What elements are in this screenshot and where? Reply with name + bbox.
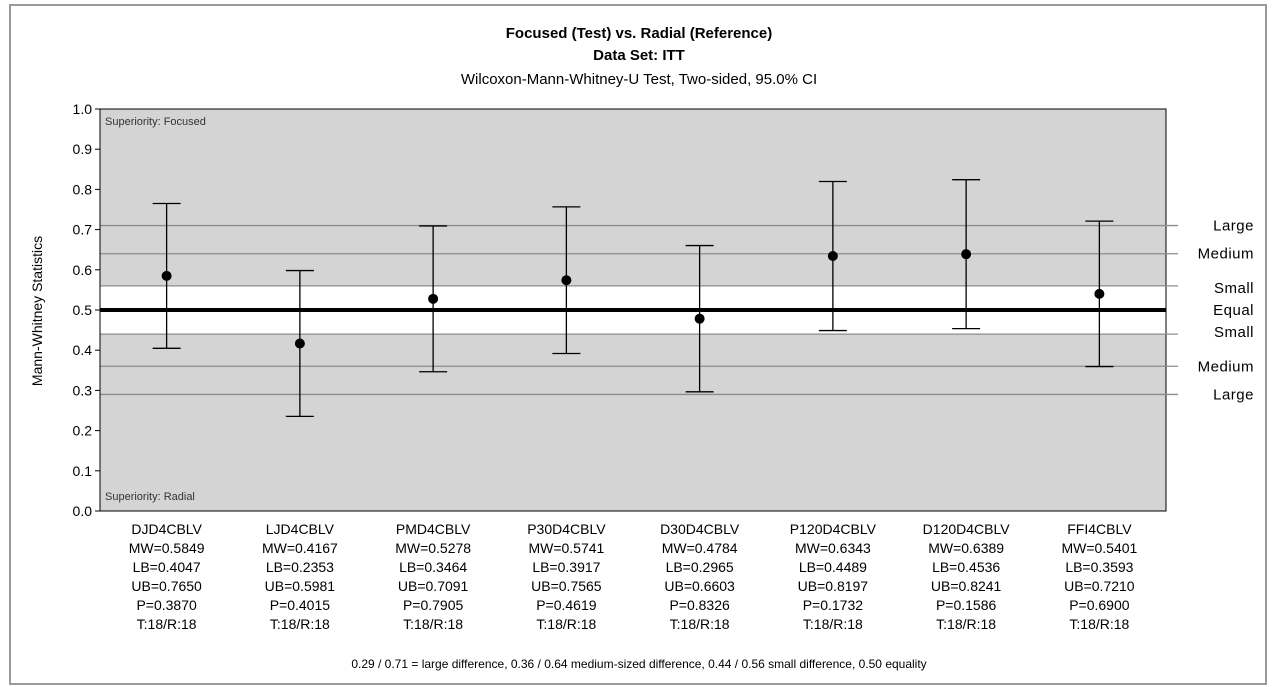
mw-point-P30D4CBLV — [561, 275, 572, 286]
y-tick-label: 1.0 — [73, 101, 93, 117]
category-stat: P=0.4619 — [536, 597, 597, 613]
chart-subtitle-dataset: Data Set: ITT — [593, 47, 685, 64]
category-stat: T:18/R:18 — [270, 616, 330, 632]
category-stat: T:18/R:18 — [403, 616, 463, 632]
mw-point-PMD4CBLV — [428, 293, 439, 304]
y-tick-label: 0.2 — [73, 423, 93, 439]
category-name: FFI4CBLV — [1067, 521, 1132, 537]
category-stat: P=0.6900 — [1069, 597, 1130, 613]
mw-point-P120D4CBLV — [827, 251, 838, 262]
category-stat: UB=0.7210 — [1064, 578, 1135, 594]
category-name: P120D4CBLV — [790, 521, 877, 537]
category-stat: UB=0.8197 — [798, 578, 869, 594]
category-stat: T:18/R:18 — [1069, 616, 1129, 632]
y-tick-label: 0.4 — [73, 342, 93, 358]
threshold-label-2: Small — [1214, 280, 1254, 297]
threshold-lines — [100, 224, 1178, 396]
category-name: P30D4CBLV — [527, 521, 606, 537]
threshold-label-1: Medium — [1198, 246, 1254, 263]
category-name: D120D4CBLV — [923, 521, 1011, 537]
y-tick-label: 0.5 — [73, 302, 93, 318]
category-name: LJD4CBLV — [266, 521, 335, 537]
category-stat: P=0.1586 — [936, 597, 997, 613]
category-stat: UB=0.8241 — [931, 578, 1002, 594]
category-name: PMD4CBLV — [396, 521, 471, 537]
category-stat: T:18/R:18 — [137, 616, 197, 632]
category-stat: T:18/R:18 — [803, 616, 863, 632]
superiority-focused-label: Superiority: Focused — [105, 116, 206, 128]
chart-footnote: 0.29 / 0.71 = large difference, 0.36 / 0… — [351, 657, 926, 671]
category-stat: T:18/R:18 — [536, 616, 596, 632]
category-stat: MW=0.5278 — [395, 540, 471, 556]
threshold-label-0: Large — [1213, 218, 1254, 235]
y-tick-label: 0.9 — [73, 141, 93, 157]
category-stat: LB=0.4047 — [133, 559, 201, 575]
category-stat: MW=0.5741 — [528, 540, 604, 556]
mw-point-D30D4CBLV — [694, 313, 705, 324]
category-stat: MW=0.6389 — [928, 540, 1004, 556]
category-name: D30D4CBLV — [660, 521, 740, 537]
category-stat: MW=0.4784 — [662, 540, 738, 556]
category-stat: UB=0.7565 — [531, 578, 602, 594]
confidence-intervals — [152, 179, 1114, 418]
category-stat: MW=0.6343 — [795, 540, 871, 556]
y-axis-ticks: 0.0 0.1 0.2 0.3 0.4 0.5 0.6 0.7 0.8 0.9 1.0 — [73, 101, 100, 519]
threshold-label-5: Medium — [1198, 358, 1254, 375]
y-tick-label: 0.1 — [73, 463, 93, 479]
category-stat: LB=0.2965 — [666, 559, 734, 575]
category-stat: P=0.8326 — [669, 597, 730, 613]
y-tick-label: 0.0 — [73, 503, 93, 519]
threshold-labels: Large Medium Small Equal Small Medium Large — [1198, 218, 1254, 404]
y-axis-label: Mann-Whitney Statistics — [29, 236, 45, 386]
mw-point-FFI4CBLV — [1094, 288, 1105, 299]
chart-title: Focused (Test) vs. Radial (Reference) — [506, 25, 772, 42]
y-tick-label: 0.8 — [73, 181, 93, 197]
mw-point-DJD4CBLV — [161, 270, 172, 281]
chart-subtitle-test: Wilcoxon-Mann-Whitney-U Test, Two-sided,… — [461, 71, 817, 88]
category-stat: LB=0.4536 — [932, 559, 1000, 575]
category-stat: P=0.7905 — [403, 597, 464, 613]
category-stat: UB=0.7091 — [398, 578, 469, 594]
y-tick-label: 0.7 — [73, 222, 93, 238]
category-stat: UB=0.5981 — [265, 578, 336, 594]
category-stat: T:18/R:18 — [936, 616, 996, 632]
category-stat: P=0.4015 — [270, 597, 331, 613]
category-stat: MW=0.5849 — [129, 540, 205, 556]
category-stat: P=0.3870 — [136, 597, 197, 613]
mw-point-LJD4CBLV — [294, 338, 305, 349]
category-labels: DJD4CBLV MW=0.5849 LB=0.4047 UB=0.7650 P=0.3… — [129, 521, 1138, 632]
category-stat: T:18/R:18 — [670, 616, 730, 632]
category-stat: P=0.1732 — [803, 597, 864, 613]
threshold-label-4: Small — [1214, 324, 1254, 341]
category-stat: LB=0.3593 — [1065, 559, 1133, 575]
y-tick-label: 0.3 — [73, 382, 93, 398]
category-stat: MW=0.4167 — [262, 540, 338, 556]
threshold-label-3: Equal — [1213, 302, 1254, 319]
category-stat: UB=0.6603 — [664, 578, 735, 594]
category-stat: LB=0.2353 — [266, 559, 334, 575]
mw-point-D120D4CBLV — [961, 249, 972, 260]
threshold-label-6: Large — [1213, 386, 1254, 403]
category-stat: LB=0.4489 — [799, 559, 867, 575]
superiority-radial-label: Superiority: Radial — [105, 491, 195, 503]
category-stat: LB=0.3917 — [532, 559, 600, 575]
category-stat: UB=0.7650 — [131, 578, 202, 594]
category-stat: LB=0.3464 — [399, 559, 467, 575]
y-tick-label: 0.6 — [73, 262, 93, 278]
category-stat: MW=0.5401 — [1061, 540, 1137, 556]
category-name: DJD4CBLV — [131, 521, 202, 537]
